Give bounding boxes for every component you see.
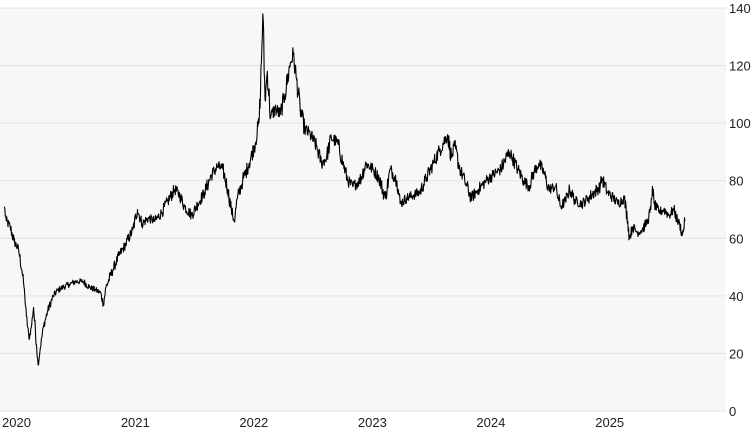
y-tick-label: 0 — [729, 404, 736, 419]
y-tick-label: 140 — [729, 1, 751, 16]
y-tick-label: 80 — [729, 174, 743, 189]
y-tick-label: 20 — [729, 346, 743, 361]
plot-area — [0, 8, 726, 411]
x-tick-label: 2025 — [595, 415, 624, 430]
y-tick-label: 60 — [729, 231, 743, 246]
x-axis-labels: 2020 2021 2022 2023 2024 2025 — [2, 415, 624, 430]
x-tick-label: 2021 — [121, 415, 150, 430]
y-axis-labels: 0 20 40 60 80 100 120 140 — [729, 1, 751, 419]
x-tick-label: 2022 — [239, 415, 268, 430]
y-tick-label: 40 — [729, 289, 743, 304]
y-tick-label: 120 — [729, 59, 751, 74]
y-tick-label: 100 — [729, 116, 751, 131]
gridlines — [0, 7, 726, 412]
price-line — [3, 13, 686, 366]
x-tick-label: 2023 — [358, 415, 387, 430]
x-tick-label: 2024 — [476, 415, 505, 430]
x-tick-label: 2020 — [2, 415, 31, 430]
